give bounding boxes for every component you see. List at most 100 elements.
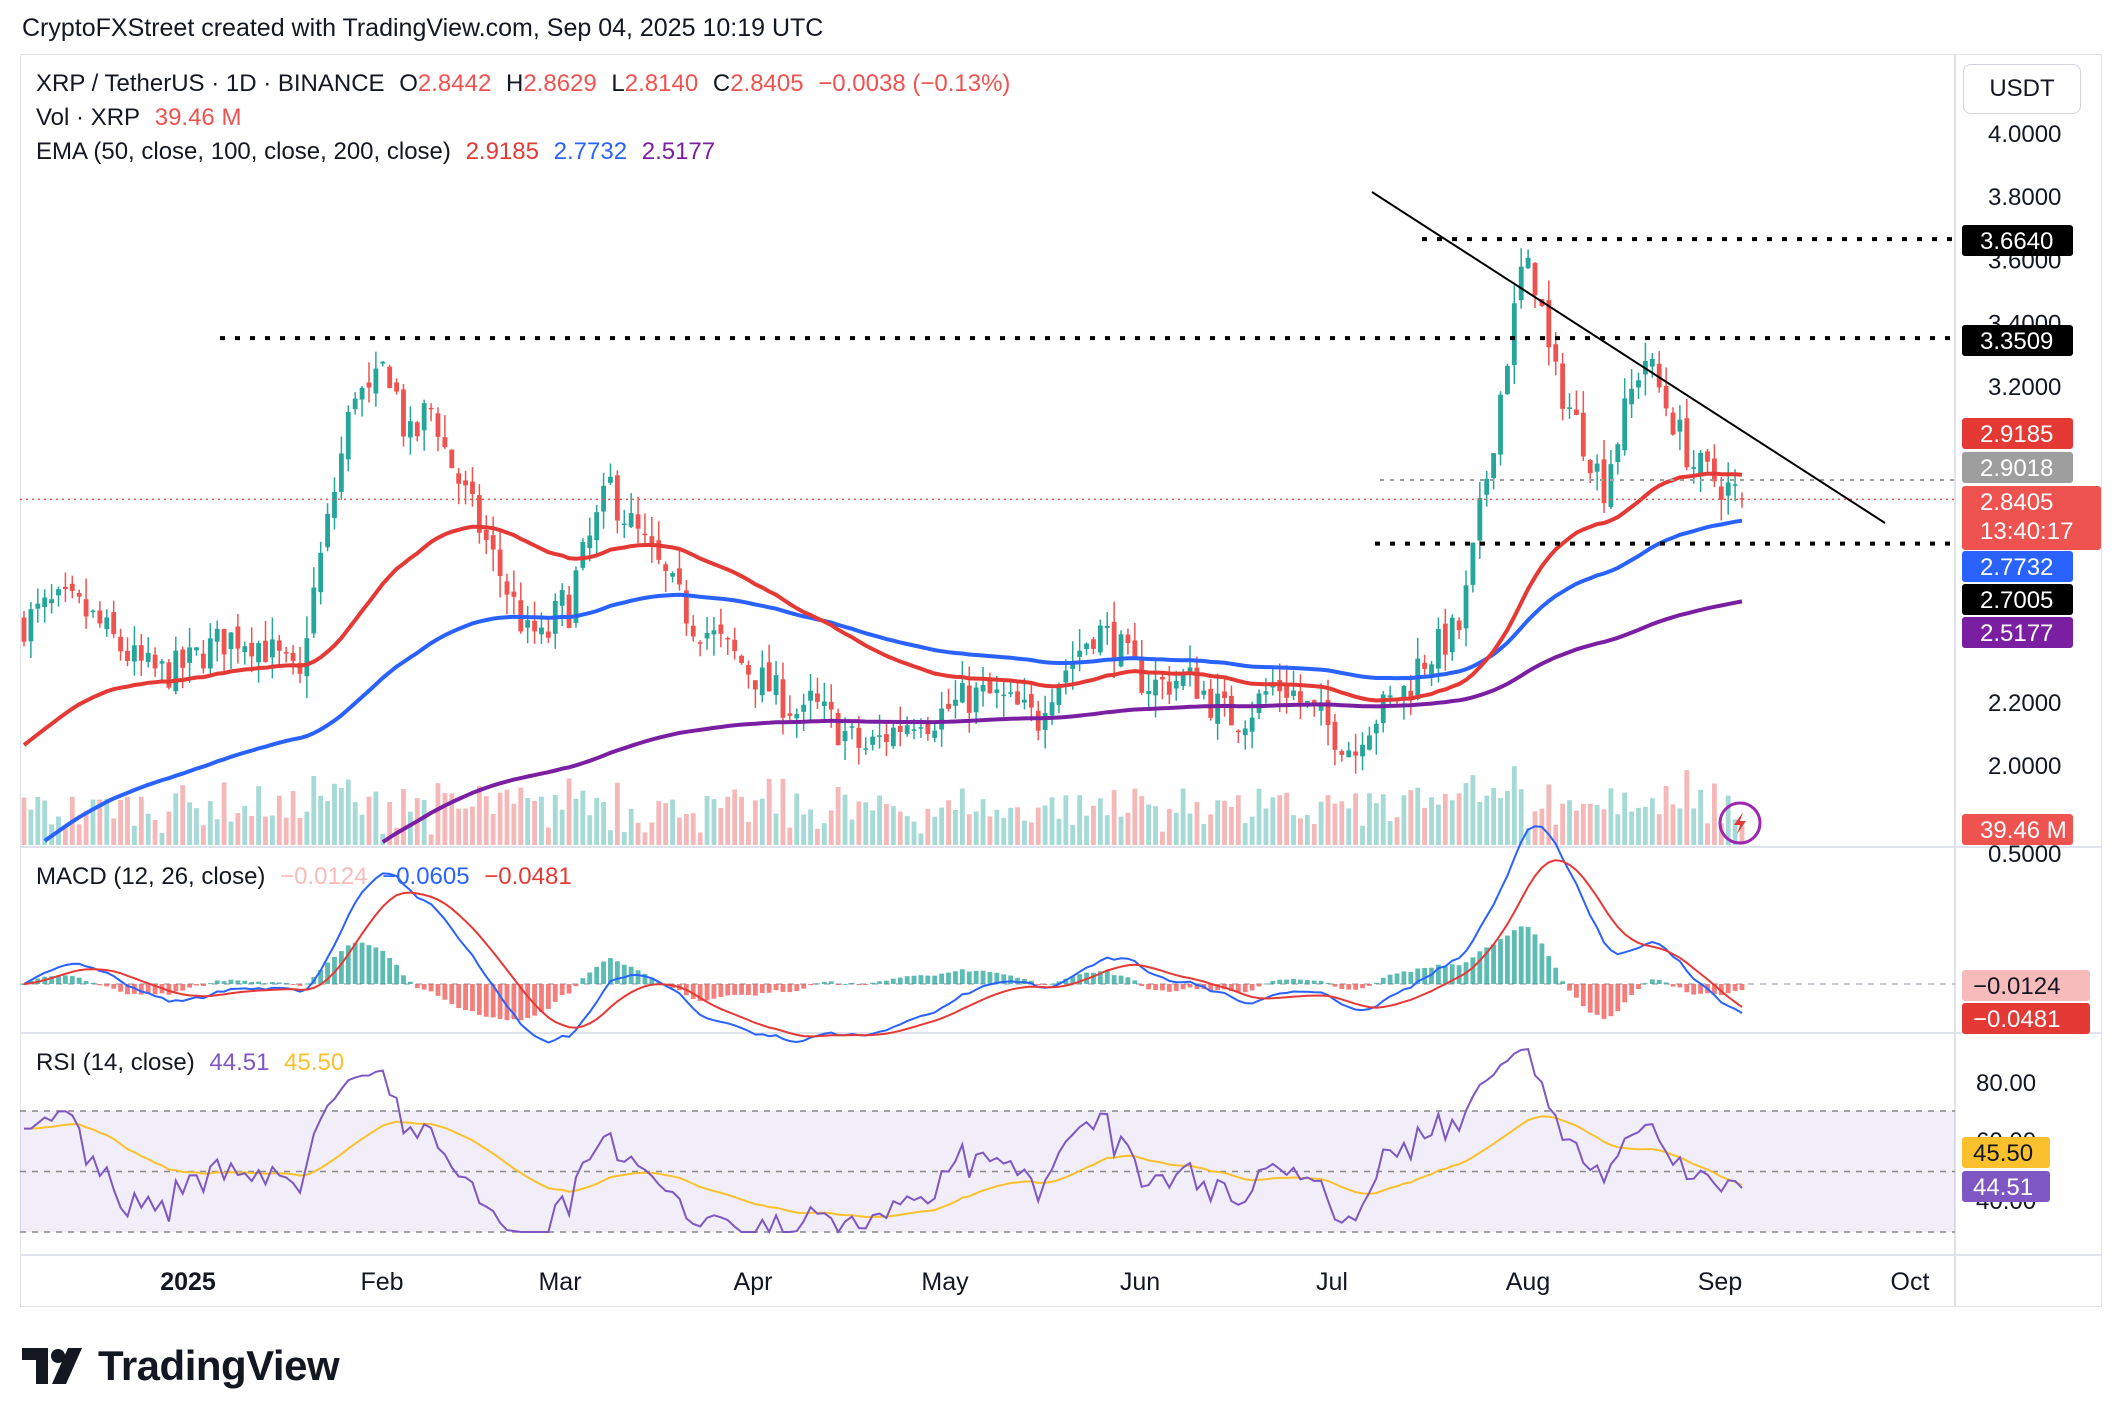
volume-bar <box>1663 785 1669 845</box>
candle-body <box>1422 662 1428 669</box>
candle-body <box>1084 643 1089 650</box>
candle-body <box>1008 692 1014 694</box>
macd-histogram-bar <box>1125 977 1131 984</box>
candle-body <box>1222 691 1227 699</box>
macd-histogram-bar <box>1229 984 1234 992</box>
candle-body <box>704 632 710 639</box>
candle-body <box>787 713 793 716</box>
rsi-value: 44.51 <box>209 1049 270 1076</box>
candle-body <box>1104 625 1110 629</box>
volume-bar <box>1711 783 1717 845</box>
candle-body <box>352 398 358 410</box>
candles <box>21 248 1745 774</box>
lightning-icon[interactable] <box>1718 801 1762 845</box>
macd-histogram-bar <box>1311 980 1317 984</box>
volume-bar <box>1401 795 1407 845</box>
macd-label[interactable]: MACD (12, 26, close) <box>36 863 266 890</box>
macd-histogram-bar <box>1401 971 1407 984</box>
candle-body <box>987 679 993 694</box>
candle-body <box>1705 451 1710 462</box>
macd-histogram-bar <box>359 942 365 984</box>
macd-histogram-bar <box>1118 975 1124 984</box>
volume-bar <box>228 821 234 845</box>
macd-histogram-bar <box>752 984 758 996</box>
rsi-tag-box <box>1962 1137 2050 1168</box>
candle-body <box>1015 691 1020 705</box>
candle-body <box>401 389 406 437</box>
volume-bar <box>842 794 848 845</box>
macd-histogram-bar <box>1732 984 1738 991</box>
tradingview-logo[interactable]: TradingView <box>22 1342 340 1390</box>
volume-bar <box>283 817 289 845</box>
candle-body <box>925 722 931 735</box>
vol-label[interactable]: Vol · XRP <box>36 104 141 131</box>
macd-histogram-bar <box>1649 979 1655 984</box>
candle-body <box>290 652 296 661</box>
candle-body <box>1649 359 1655 367</box>
volume-bar <box>387 801 393 845</box>
candle-body <box>35 603 41 609</box>
volume-bar <box>1111 790 1117 845</box>
macd-histogram-bar <box>1277 979 1283 984</box>
macd-histogram-bar <box>1456 965 1462 984</box>
candle-body <box>1491 453 1497 479</box>
candle-body <box>173 650 179 692</box>
ema200-value: 2.5177 <box>641 138 716 165</box>
candle-body <box>1229 695 1234 726</box>
volume-bar <box>118 799 123 845</box>
macd-histogram-bar <box>539 984 544 1012</box>
candle-body <box>104 617 110 630</box>
macd-histogram-bar <box>1539 943 1545 984</box>
volume-bar <box>794 793 800 845</box>
macd-histogram-bar <box>1387 974 1393 984</box>
macd-histogram-bar <box>373 947 379 984</box>
macd-histogram-bar <box>138 984 144 995</box>
candle-body <box>1153 679 1158 696</box>
price-tag-label: 39.46 M <box>1980 817 2067 844</box>
macd-histogram-bar <box>1194 984 1200 990</box>
candle-body <box>828 701 834 710</box>
rsi-label[interactable]: RSI (14, close) <box>36 1049 195 1076</box>
candle-body <box>766 662 772 692</box>
candle-body <box>1056 684 1062 705</box>
symbol-label[interactable]: XRP / TetherUS · 1D · BINANCE <box>36 70 385 97</box>
candle-body <box>1587 460 1593 474</box>
macd-histogram-bar <box>1242 984 1248 993</box>
volume-bar <box>1291 815 1296 845</box>
candle-body <box>614 475 620 521</box>
price-tick-label: 2.2000 <box>1988 690 2061 717</box>
volume-bar <box>1456 793 1462 845</box>
candle-body <box>725 638 731 640</box>
volume-bar <box>1332 803 1338 845</box>
macd-histogram-bar <box>421 984 427 990</box>
volume-bar <box>125 796 130 845</box>
rsi-ma-value: 45.50 <box>284 1049 345 1076</box>
macd-histogram-bar <box>835 984 841 985</box>
candle-body <box>56 589 61 596</box>
currency-selector[interactable]: USDT <box>1963 64 2081 114</box>
candle-body <box>1732 484 1738 486</box>
volume-bar <box>946 800 951 845</box>
candle-body <box>718 624 724 634</box>
macd-histogram-bar <box>594 966 600 984</box>
volume-bar <box>1580 803 1586 845</box>
macd-histogram-bar <box>1718 984 1724 996</box>
volume-bar <box>918 833 924 845</box>
volume-bar <box>173 793 179 845</box>
candle-body <box>1201 690 1207 695</box>
volume-bar <box>249 816 255 845</box>
macd-histogram-bar <box>787 984 793 993</box>
candle-body <box>1325 699 1331 726</box>
volume-bar <box>1235 795 1241 845</box>
candle-body <box>1498 394 1503 455</box>
macd-histogram-bar <box>345 945 351 984</box>
macd-hist-value: −0.0124 <box>280 863 368 890</box>
candle-body <box>1622 398 1628 451</box>
macd-histogram-bar <box>953 971 958 984</box>
macd-histogram-bar <box>732 984 738 995</box>
candle-body <box>221 628 227 655</box>
ema-label[interactable]: EMA (50, close, 100, close, 200, close) <box>36 138 451 165</box>
volume-bar <box>1387 821 1393 845</box>
price-tag-box <box>1962 617 2073 648</box>
